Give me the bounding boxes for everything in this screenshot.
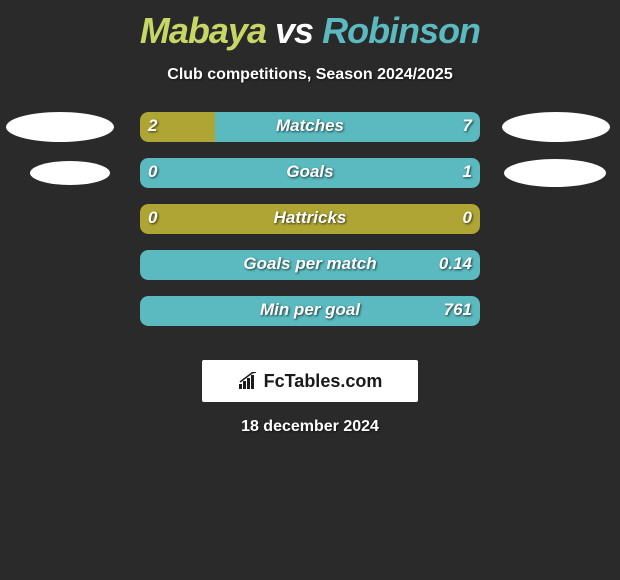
vs-text: vs (275, 10, 313, 51)
stat-row: 01Goals (0, 158, 620, 204)
stat-bar (140, 296, 480, 326)
logo-box: FcTables.com (202, 360, 418, 402)
chart-icon (238, 372, 260, 390)
stat-value-right: 0.14 (439, 254, 472, 274)
player2-badge (502, 112, 610, 142)
stat-value-right: 7 (463, 116, 472, 136)
bar-right (140, 158, 480, 188)
stat-bar (140, 112, 480, 142)
stat-bar (140, 158, 480, 188)
stat-row: 0.14Goals per match (0, 250, 620, 296)
player2-name: Robinson (322, 10, 480, 51)
stat-row: 00Hattricks (0, 204, 620, 250)
logo: FcTables.com (238, 371, 383, 392)
stat-bar (140, 250, 480, 280)
player1-name: Mabaya (140, 10, 266, 51)
subtitle: Club competitions, Season 2024/2025 (0, 66, 620, 84)
player1-badge (6, 112, 114, 142)
stat-value-left: 0 (148, 208, 157, 228)
player1-badge (30, 161, 110, 185)
stat-value-right: 1 (463, 162, 472, 182)
logo-text: FcTables.com (264, 371, 383, 392)
stat-bar (140, 204, 480, 234)
stat-row: 761Min per goal (0, 296, 620, 342)
stat-value-right: 0 (463, 208, 472, 228)
bar-right (215, 112, 480, 142)
stat-value-right: 761 (444, 300, 472, 320)
stat-value-left: 0 (148, 162, 157, 182)
bar-left (140, 204, 480, 234)
player2-badge (504, 159, 606, 187)
date: 18 december 2024 (0, 418, 620, 436)
stat-row: 27Matches (0, 112, 620, 158)
stats-container: 27Matches01Goals00Hattricks0.14Goals per… (0, 112, 620, 342)
bar-right (140, 296, 480, 326)
stat-value-left: 2 (148, 116, 157, 136)
comparison-title: Mabaya vs Robinson (0, 0, 620, 52)
bar-right (140, 250, 480, 280)
